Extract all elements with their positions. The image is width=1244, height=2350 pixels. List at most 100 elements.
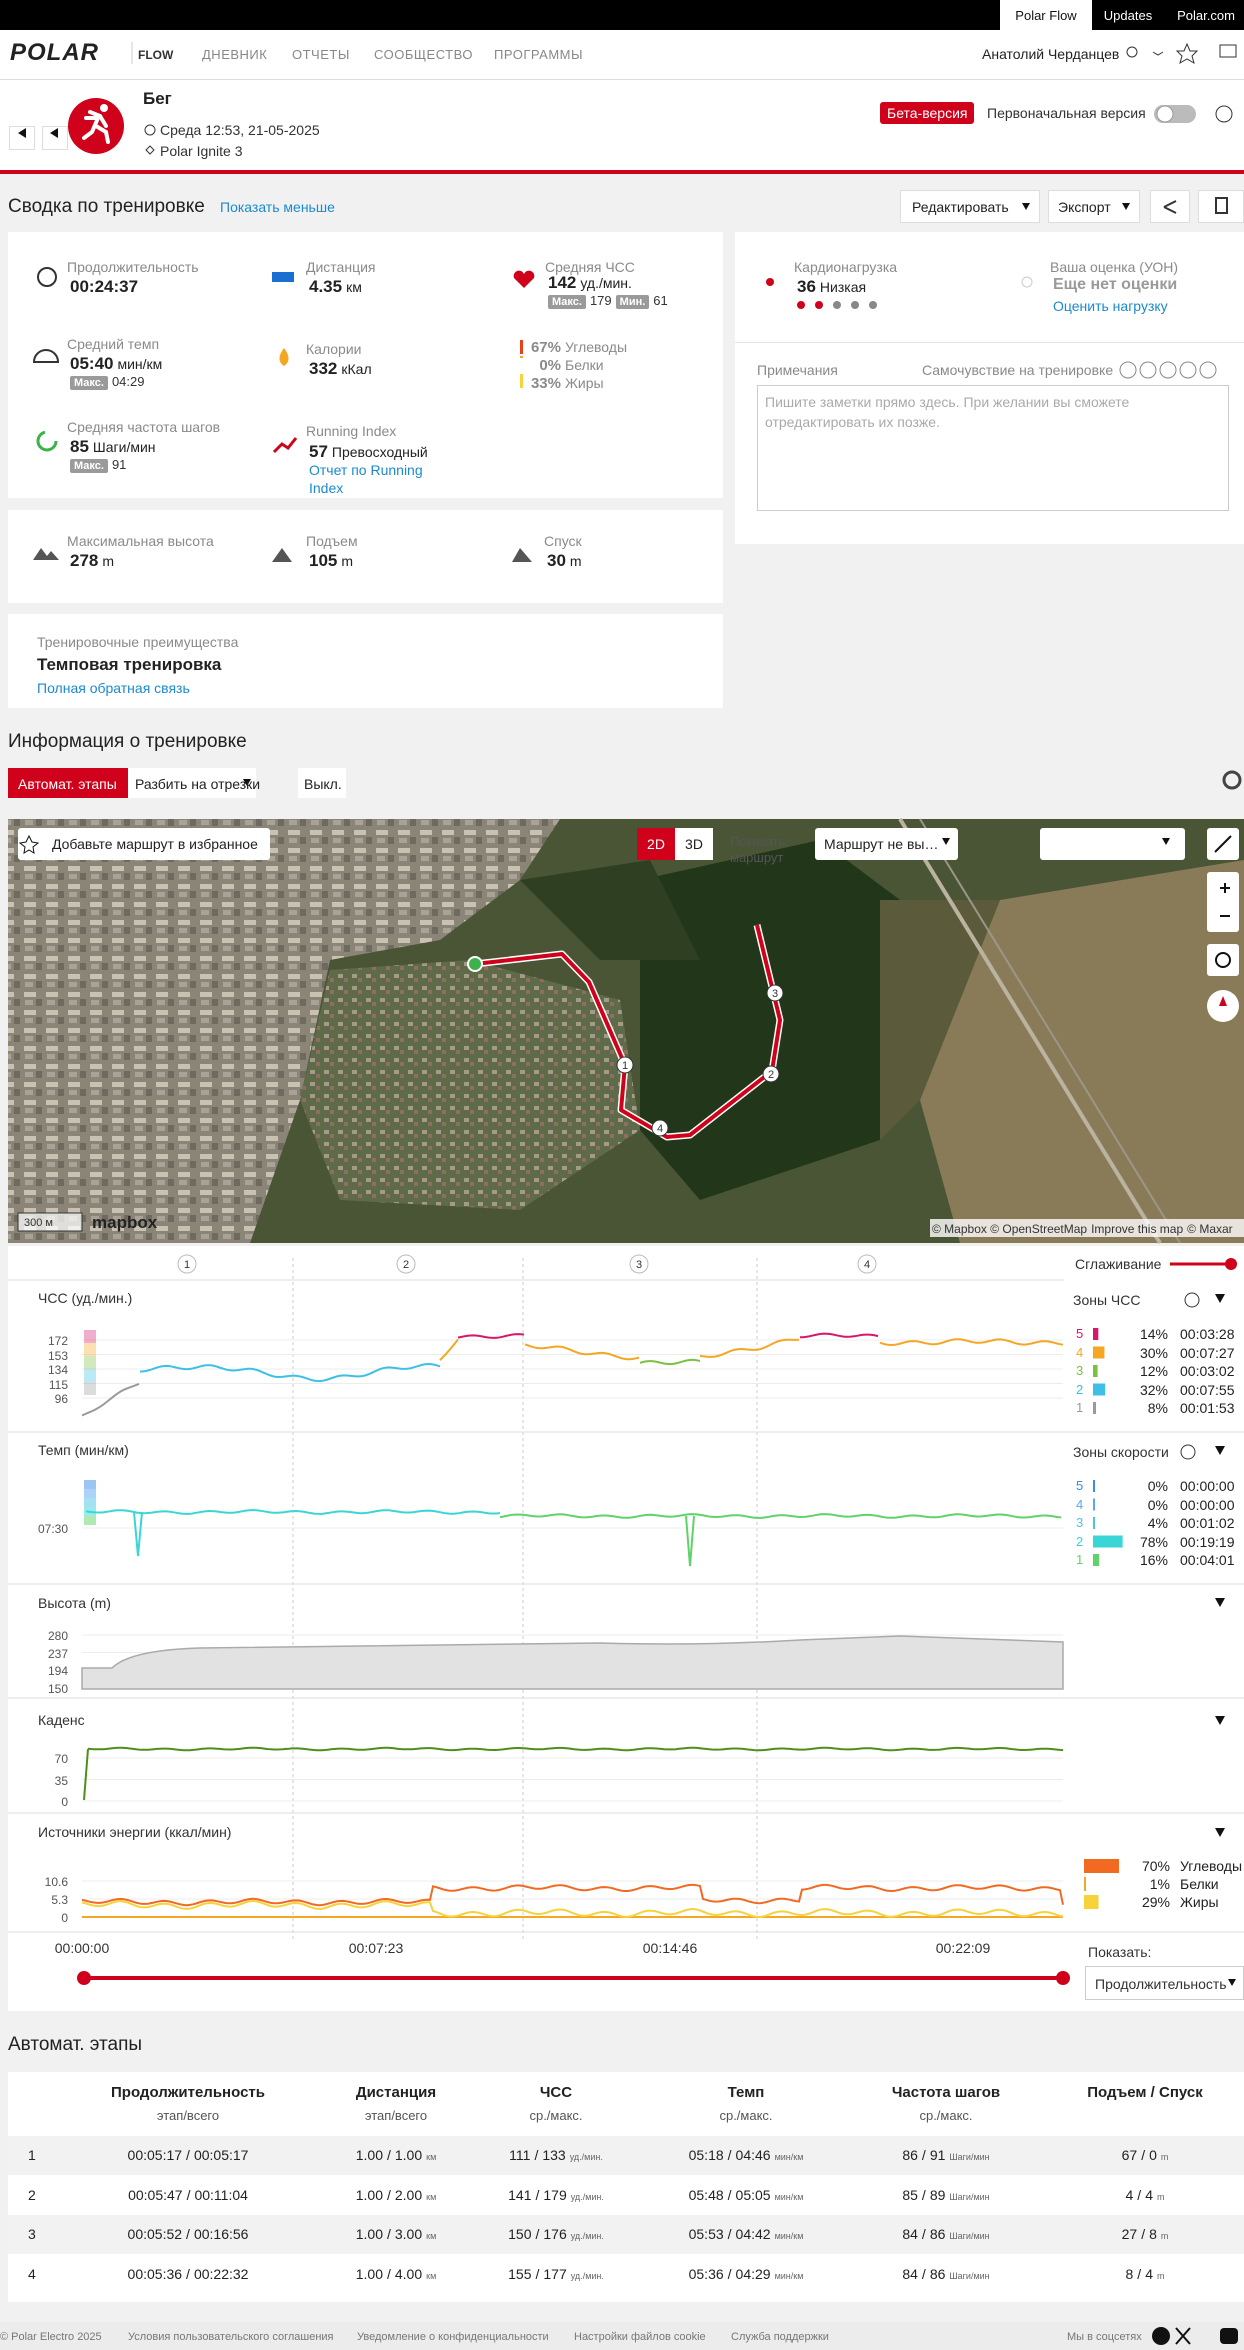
cell: 00:05:47/00:11:04 <box>128 2187 248 2203</box>
elevation-panel <box>8 510 723 603</box>
legend-percent: 70% <box>1142 1858 1170 1874</box>
edit-button[interactable] <box>900 190 1040 223</box>
footer-link[interactable]: Условия пользовательского соглашения <box>128 2331 334 2343</box>
cell: / <box>727 2265 732 2282</box>
top-link[interactable]: Polar Flow <box>1015 8 1076 24</box>
zone-percent: 12% <box>1128 1363 1168 1379</box>
footer-link[interactable]: Уведомление о конфиденциальности <box>357 2331 549 2343</box>
map-mode[interactable]: 2D <box>647 836 665 852</box>
cell: Шаги/мин <box>949 2152 990 2162</box>
menu-item[interactable]: ДНЕВНИК <box>202 47 267 63</box>
user-name[interactable]: Анатолий Черданцев <box>982 46 1119 62</box>
y-tick-label: 0 <box>61 1795 68 1809</box>
link[interactable]: Оценить нагрузку <box>1053 298 1168 314</box>
button[interactable]: Экспорт <box>1058 199 1111 215</box>
top-link[interactable]: Updates <box>1103 8 1153 23</box>
map-button[interactable]: Добавьте маршрут в избранное <box>52 836 258 852</box>
button[interactable]: Редактировать <box>912 199 1009 215</box>
x-tick-label: 00:22:09 <box>936 1940 991 1956</box>
tab[interactable]: Автомат. этапы <box>18 776 117 792</box>
cell: Шаги/мин <box>949 2270 990 2281</box>
cell: / <box>1137 2186 1142 2203</box>
link[interactable]: Полная обратная связь <box>37 680 190 696</box>
show-select[interactable]: Продолжительность <box>1095 1976 1227 1992</box>
user-name[interactable]: Анатолий Черданцев <box>982 46 1120 62</box>
top-link[interactable]: Polar Flow <box>1015 8 1077 23</box>
cell: 86/91 Шаги/мин <box>902 2147 989 2165</box>
tab-active[interactable] <box>8 768 128 798</box>
zone-number: 1 <box>1076 1552 1083 1568</box>
tab[interactable]: Автомат. этапы <box>18 776 117 792</box>
link[interactable]: Показать меньше <box>220 199 335 215</box>
tab[interactable]: Выкл. <box>304 776 342 792</box>
footer-link[interactable]: Настройки файлов cookie <box>574 2331 706 2343</box>
lap-label: 2 <box>403 1257 409 1273</box>
route-marker: 4 <box>656 1123 664 1135</box>
zone-percent: 4% <box>1147 1515 1168 1531</box>
menu-item[interactable]: СООБЩЕСТВО <box>374 47 473 62</box>
energy-source: Белки <box>565 357 604 373</box>
menu-item[interactable]: СООБЩЕСТВО <box>374 47 473 63</box>
top-link[interactable]: Updates <box>1104 8 1152 24</box>
stat-detail: 91 <box>111 457 127 472</box>
cell: 176 <box>543 2226 567 2242</box>
cell: 1.00 <box>355 2147 383 2163</box>
logo: POLAR <box>10 39 99 66</box>
cell: уд./мин. <box>570 2231 604 2241</box>
map-select[interactable]: Маршрут не вы… <box>824 836 938 852</box>
y-tick-label: 134 <box>48 1362 68 1378</box>
menu-item[interactable]: ПРОГРАММЫ <box>494 47 583 63</box>
y-tick-label: 150 <box>48 1681 68 1697</box>
cell: 86 <box>929 2226 946 2242</box>
notes-input[interactable] <box>757 385 1229 511</box>
menu-item[interactable]: ОТЧЕТЫ <box>292 47 350 62</box>
tab[interactable]: Выкл. <box>304 776 342 792</box>
map-mode[interactable]: 3D <box>685 836 703 852</box>
map-scale: 300 м <box>24 1217 53 1229</box>
footer-link[interactable]: Настройки файлов cookie <box>574 2329 706 2345</box>
button[interactable]: Редактировать <box>912 199 1009 215</box>
sport: Бег <box>143 90 172 107</box>
section-title: Автомат. этапы <box>8 2034 143 2055</box>
tab[interactable]: Разбить на отрезки <box>135 776 260 792</box>
legend-percent: 1% <box>1150 1876 1170 1892</box>
rating-value: Еще нет оценки <box>1053 277 1177 293</box>
tab[interactable] <box>298 768 346 798</box>
show-select[interactable]: Продолжительность <box>1095 1976 1227 1992</box>
tab[interactable]: Разбить на отрезки <box>135 776 261 792</box>
tab[interactable] <box>128 768 256 798</box>
map-button[interactable]: Добавьте маршрут в избранное <box>52 836 258 852</box>
x-tick-label: 00:14:46 <box>643 1940 698 1956</box>
link[interactable]: Отчет по Running Index <box>309 461 439 497</box>
menu-item[interactable]: ДНЕВНИК <box>202 47 268 62</box>
map-select[interactable]: Маршрут не вы… <box>824 836 939 852</box>
energy-source: 0% <box>539 357 561 374</box>
menu-item[interactable]: ПРОГРАММЫ <box>494 47 584 62</box>
column-subheader: ср./макс. <box>719 2108 773 2123</box>
stat-detail: Макс. <box>548 295 586 309</box>
show-select[interactable] <box>1085 1966 1244 2000</box>
link[interactable]: Отчет по Running Index <box>309 462 423 496</box>
footer-link[interactable]: Уведомление о конфиденциальности <box>357 2329 549 2345</box>
y-tick-label: 280 <box>48 1628 68 1644</box>
link[interactable]: Показать меньше <box>220 199 335 215</box>
zone-time: 00:01:02 <box>1180 1515 1235 1531</box>
footer-link[interactable]: Условия пользовательского соглашения <box>128 2329 334 2345</box>
map-mode[interactable]: 3D <box>685 836 703 852</box>
top-link[interactable]: Polar.com <box>1177 8 1235 24</box>
link[interactable]: Полная обратная связь <box>37 680 190 696</box>
cell: мин/км <box>774 2270 804 2281</box>
cell: 05:48 <box>688 2186 724 2203</box>
button[interactable]: Экспорт <box>1058 199 1111 215</box>
top-link[interactable]: Polar.com <box>1177 8 1235 23</box>
cell: Шаги/мин <box>949 2231 990 2241</box>
cell: 04:29 <box>735 2265 771 2282</box>
menu-item[interactable]: ОТЧЕТЫ <box>292 47 350 63</box>
footer-link[interactable]: Служба поддержки <box>731 2329 829 2345</box>
column-subheader: ср./макс. <box>529 2108 582 2124</box>
footer-link[interactable]: Служба поддержки <box>731 2331 829 2343</box>
map-mode[interactable]: 2D <box>647 836 665 852</box>
link[interactable]: Оценить нагрузку <box>1053 298 1168 314</box>
column-header: Подъем / Спуск <box>1087 2085 1202 2101</box>
zone-number: 3 <box>1076 1363 1084 1378</box>
